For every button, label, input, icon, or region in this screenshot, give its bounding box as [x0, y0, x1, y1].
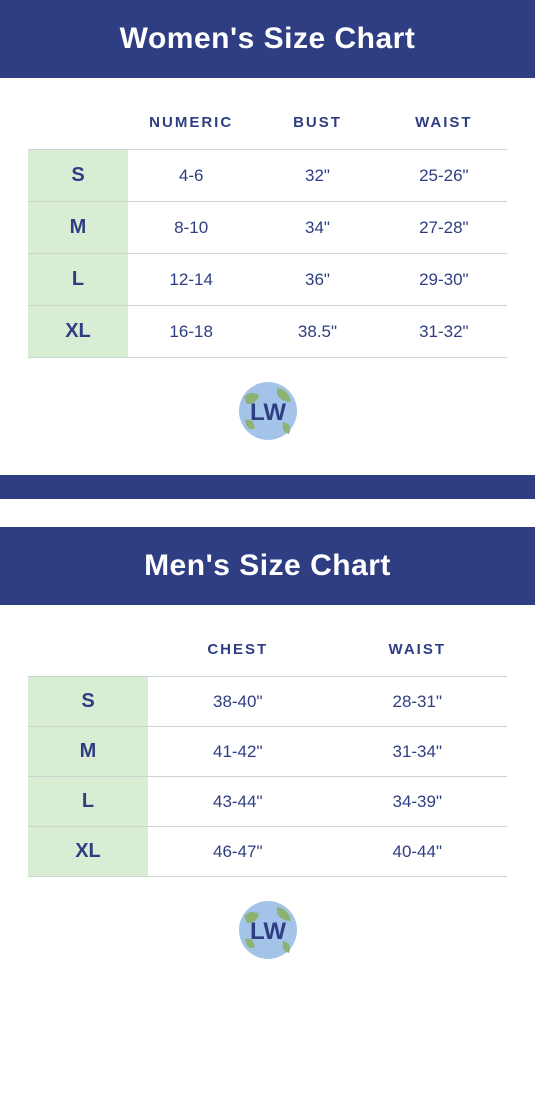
waist-value: 29-30"	[381, 254, 507, 306]
mens-header-row: CHEST WAIST	[28, 625, 507, 677]
waist-value: 40-44"	[328, 827, 508, 877]
section-spacer	[0, 499, 535, 527]
womens-title: Women's Size Chart	[120, 22, 416, 56]
bust-value: 32"	[254, 150, 380, 202]
chest-value: 38-40"	[148, 677, 328, 727]
size-label: M	[28, 202, 128, 254]
numeric-value: 4-6	[128, 150, 254, 202]
waist-value: 28-31"	[328, 677, 508, 727]
mens-table-wrap: CHEST WAIST S 38-40" 28-31" M 41-42" 31-…	[0, 605, 535, 877]
womens-header-bust: BUST	[254, 98, 380, 150]
table-row: S 4-6 32" 25-26"	[28, 150, 507, 202]
section-divider	[0, 475, 535, 499]
size-label: S	[28, 150, 128, 202]
bust-value: 34"	[254, 202, 380, 254]
size-label: S	[28, 677, 148, 727]
mens-header-blank	[28, 625, 148, 677]
womens-logo-wrap: LW	[0, 358, 535, 463]
numeric-value: 8-10	[128, 202, 254, 254]
mens-header-chest: CHEST	[148, 625, 328, 677]
womens-header-numeric: NUMERIC	[128, 98, 254, 150]
mens-logo-wrap: LW	[0, 877, 535, 982]
womens-table-wrap: NUMERIC BUST WAIST S 4-6 32" 25-26" M 8-…	[0, 78, 535, 358]
womens-size-table: NUMERIC BUST WAIST S 4-6 32" 25-26" M 8-…	[28, 98, 507, 358]
table-row: L 12-14 36" 29-30"	[28, 254, 507, 306]
mens-size-table: CHEST WAIST S 38-40" 28-31" M 41-42" 31-…	[28, 625, 507, 877]
womens-title-bar: Women's Size Chart	[0, 0, 535, 78]
waist-value: 34-39"	[328, 777, 508, 827]
womens-header-blank	[28, 98, 128, 150]
numeric-value: 12-14	[128, 254, 254, 306]
size-label: M	[28, 727, 148, 777]
size-label: L	[28, 777, 148, 827]
mens-header-waist: WAIST	[328, 625, 508, 677]
chest-value: 41-42"	[148, 727, 328, 777]
table-row: M 8-10 34" 27-28"	[28, 202, 507, 254]
womens-header-row: NUMERIC BUST WAIST	[28, 98, 507, 150]
svg-text:LW: LW	[250, 399, 286, 426]
table-row: XL 16-18 38.5" 31-32"	[28, 306, 507, 358]
table-row: L 43-44" 34-39"	[28, 777, 507, 827]
table-row: S 38-40" 28-31"	[28, 677, 507, 727]
chest-value: 46-47"	[148, 827, 328, 877]
waist-value: 27-28"	[381, 202, 507, 254]
table-row: M 41-42" 31-34"	[28, 727, 507, 777]
waist-value: 25-26"	[381, 150, 507, 202]
size-label: L	[28, 254, 128, 306]
globe-logo-icon: LW	[239, 382, 297, 440]
mens-title-bar: Men's Size Chart	[0, 527, 535, 605]
bust-value: 36"	[254, 254, 380, 306]
svg-text:LW: LW	[250, 918, 286, 945]
size-label: XL	[28, 827, 148, 877]
numeric-value: 16-18	[128, 306, 254, 358]
chest-value: 43-44"	[148, 777, 328, 827]
table-row: XL 46-47" 40-44"	[28, 827, 507, 877]
waist-value: 31-34"	[328, 727, 508, 777]
mens-title: Men's Size Chart	[144, 549, 391, 583]
size-label: XL	[28, 306, 128, 358]
bust-value: 38.5"	[254, 306, 380, 358]
waist-value: 31-32"	[381, 306, 507, 358]
globe-logo-icon: LW	[239, 901, 297, 959]
womens-header-waist: WAIST	[381, 98, 507, 150]
